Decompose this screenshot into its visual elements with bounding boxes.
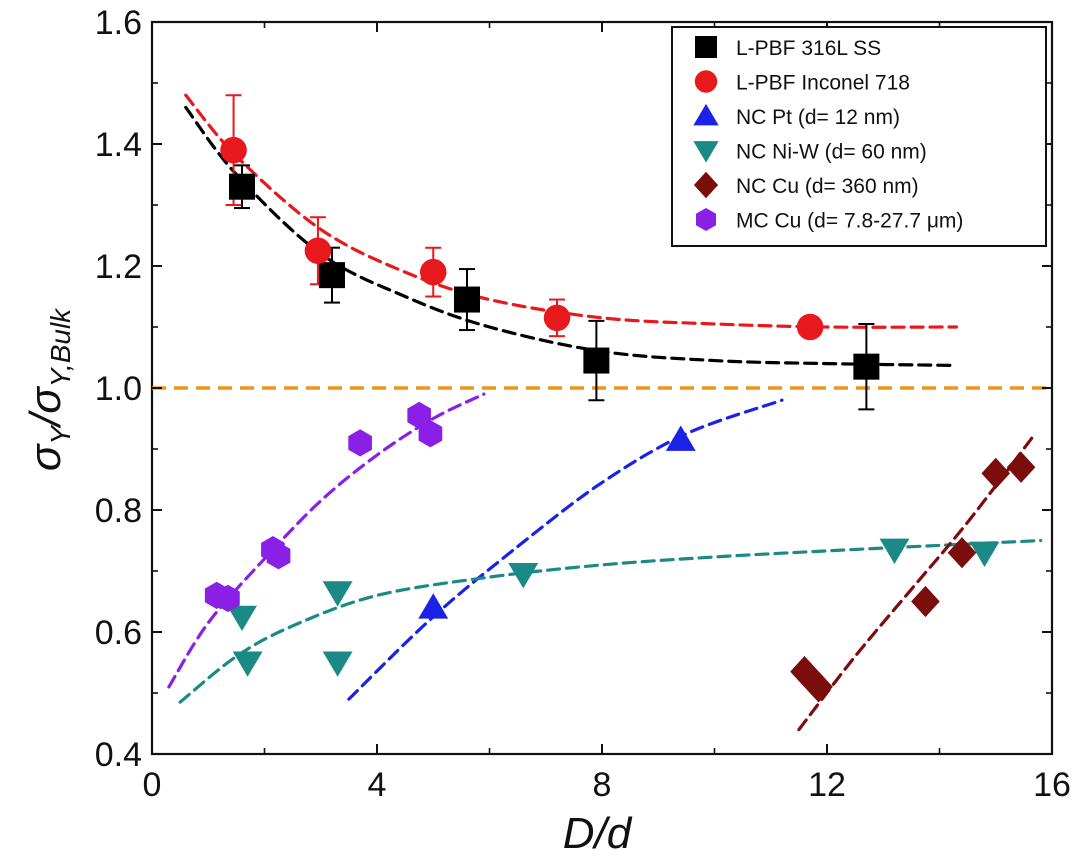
x-tick-label: 16 <box>1033 766 1071 804</box>
y-tick-label: 1.2 <box>95 248 142 286</box>
point-series-3-4 <box>508 563 539 589</box>
markers-layer <box>204 136 1036 703</box>
legend-label-2: NC Pt (d= 12 nm) <box>736 106 900 129</box>
point-series-1-3 <box>543 304 571 332</box>
point-series-4-0 <box>790 656 819 688</box>
fit-curve-series-2 <box>347 398 784 701</box>
legend-marker-0 <box>695 36 717 58</box>
point-series-4-4 <box>981 457 1011 489</box>
svg-text:σY/σY,Bulk: σY/σY,Bulk <box>21 307 76 471</box>
x-tick-label: 0 <box>143 766 162 804</box>
legend-marker-1 <box>694 70 718 93</box>
point-series-4-3 <box>947 537 977 569</box>
y-tick-label: 0.6 <box>95 614 142 652</box>
legend-label-5: MC Cu (d= 7.8-27.7 μm) <box>736 210 963 233</box>
x-tick-label: 8 <box>593 766 612 804</box>
point-series-5-1 <box>216 584 240 613</box>
legend-marker-2 <box>693 103 719 126</box>
point-series-5-3 <box>266 542 291 570</box>
y-tick-label: 0.8 <box>95 492 142 530</box>
legend-box <box>671 26 1047 247</box>
legend-label-1: L-PBF Inconel 718 <box>736 72 910 95</box>
point-series-4-1 <box>804 671 833 703</box>
point-series-0-1 <box>319 262 345 289</box>
legend-label-4: NC Cu (d= 360 nm) <box>736 175 919 198</box>
y-tick-label: 0.4 <box>95 736 142 774</box>
legend-marker-3 <box>693 141 719 163</box>
point-series-5-4 <box>348 429 372 457</box>
ticks-layer: 0 4 8 12 16 0.4 0.6 0.8 1.0 1.2 1.4 1.6 <box>95 4 1071 804</box>
point-series-3-1 <box>232 651 263 677</box>
point-series-3-6 <box>969 541 1000 567</box>
point-series-1-0 <box>220 136 247 164</box>
point-series-3-5 <box>879 538 910 564</box>
x-tick-label: 12 <box>808 766 846 804</box>
point-series-3-3 <box>322 651 353 677</box>
y-axis-label: σY/σY,Bulk <box>21 307 76 471</box>
point-series-0-0 <box>229 173 255 200</box>
legend-label-3: NC Ni-W (d= 60 nm) <box>736 141 927 164</box>
fit-curve-series-5 <box>167 392 486 689</box>
point-series-1-2 <box>419 258 447 286</box>
point-series-3-2 <box>322 581 353 607</box>
fit-curve-series-4 <box>797 432 1037 732</box>
y-tick-label: 1.6 <box>95 4 142 42</box>
point-series-5-5 <box>407 401 432 430</box>
y-label-sub1: Y <box>45 424 76 445</box>
legend-marker-4 <box>693 171 719 199</box>
y-tick-label: 1.4 <box>95 126 142 164</box>
point-series-0-4 <box>853 353 880 380</box>
y-label-sigma: σ <box>21 443 70 471</box>
fit-curve-series-0 <box>184 105 958 368</box>
legend-marker-5 <box>695 207 717 232</box>
x-tick-label: 4 <box>368 766 387 804</box>
legend-label-0: L-PBF 316L SS <box>736 37 881 60</box>
point-series-0-2 <box>454 286 480 313</box>
point-series-2-1 <box>665 425 696 451</box>
point-series-4-5 <box>1006 451 1036 483</box>
point-series-0-3 <box>583 347 610 374</box>
watermark-text: 江苏激光产业创新联盟 <box>928 839 1068 856</box>
point-series-1-1 <box>304 237 332 265</box>
legend: L-PBF 316L SS L-PBF Inconel 718 NC Pt (d= … <box>671 26 1047 247</box>
point-series-4-2 <box>911 585 940 618</box>
point-series-3-0 <box>227 605 257 632</box>
x-axis-label: D/d <box>563 809 633 858</box>
point-series-1-4 <box>796 313 824 341</box>
y-label-sub2: Y,Bulk <box>45 307 76 387</box>
y-tick-label: 1.0 <box>95 370 142 408</box>
point-series-5-6 <box>418 420 443 448</box>
fit-curve-series-3 <box>178 538 1043 704</box>
y-label-slash: /σ <box>21 386 70 429</box>
point-series-2-0 <box>418 593 449 619</box>
